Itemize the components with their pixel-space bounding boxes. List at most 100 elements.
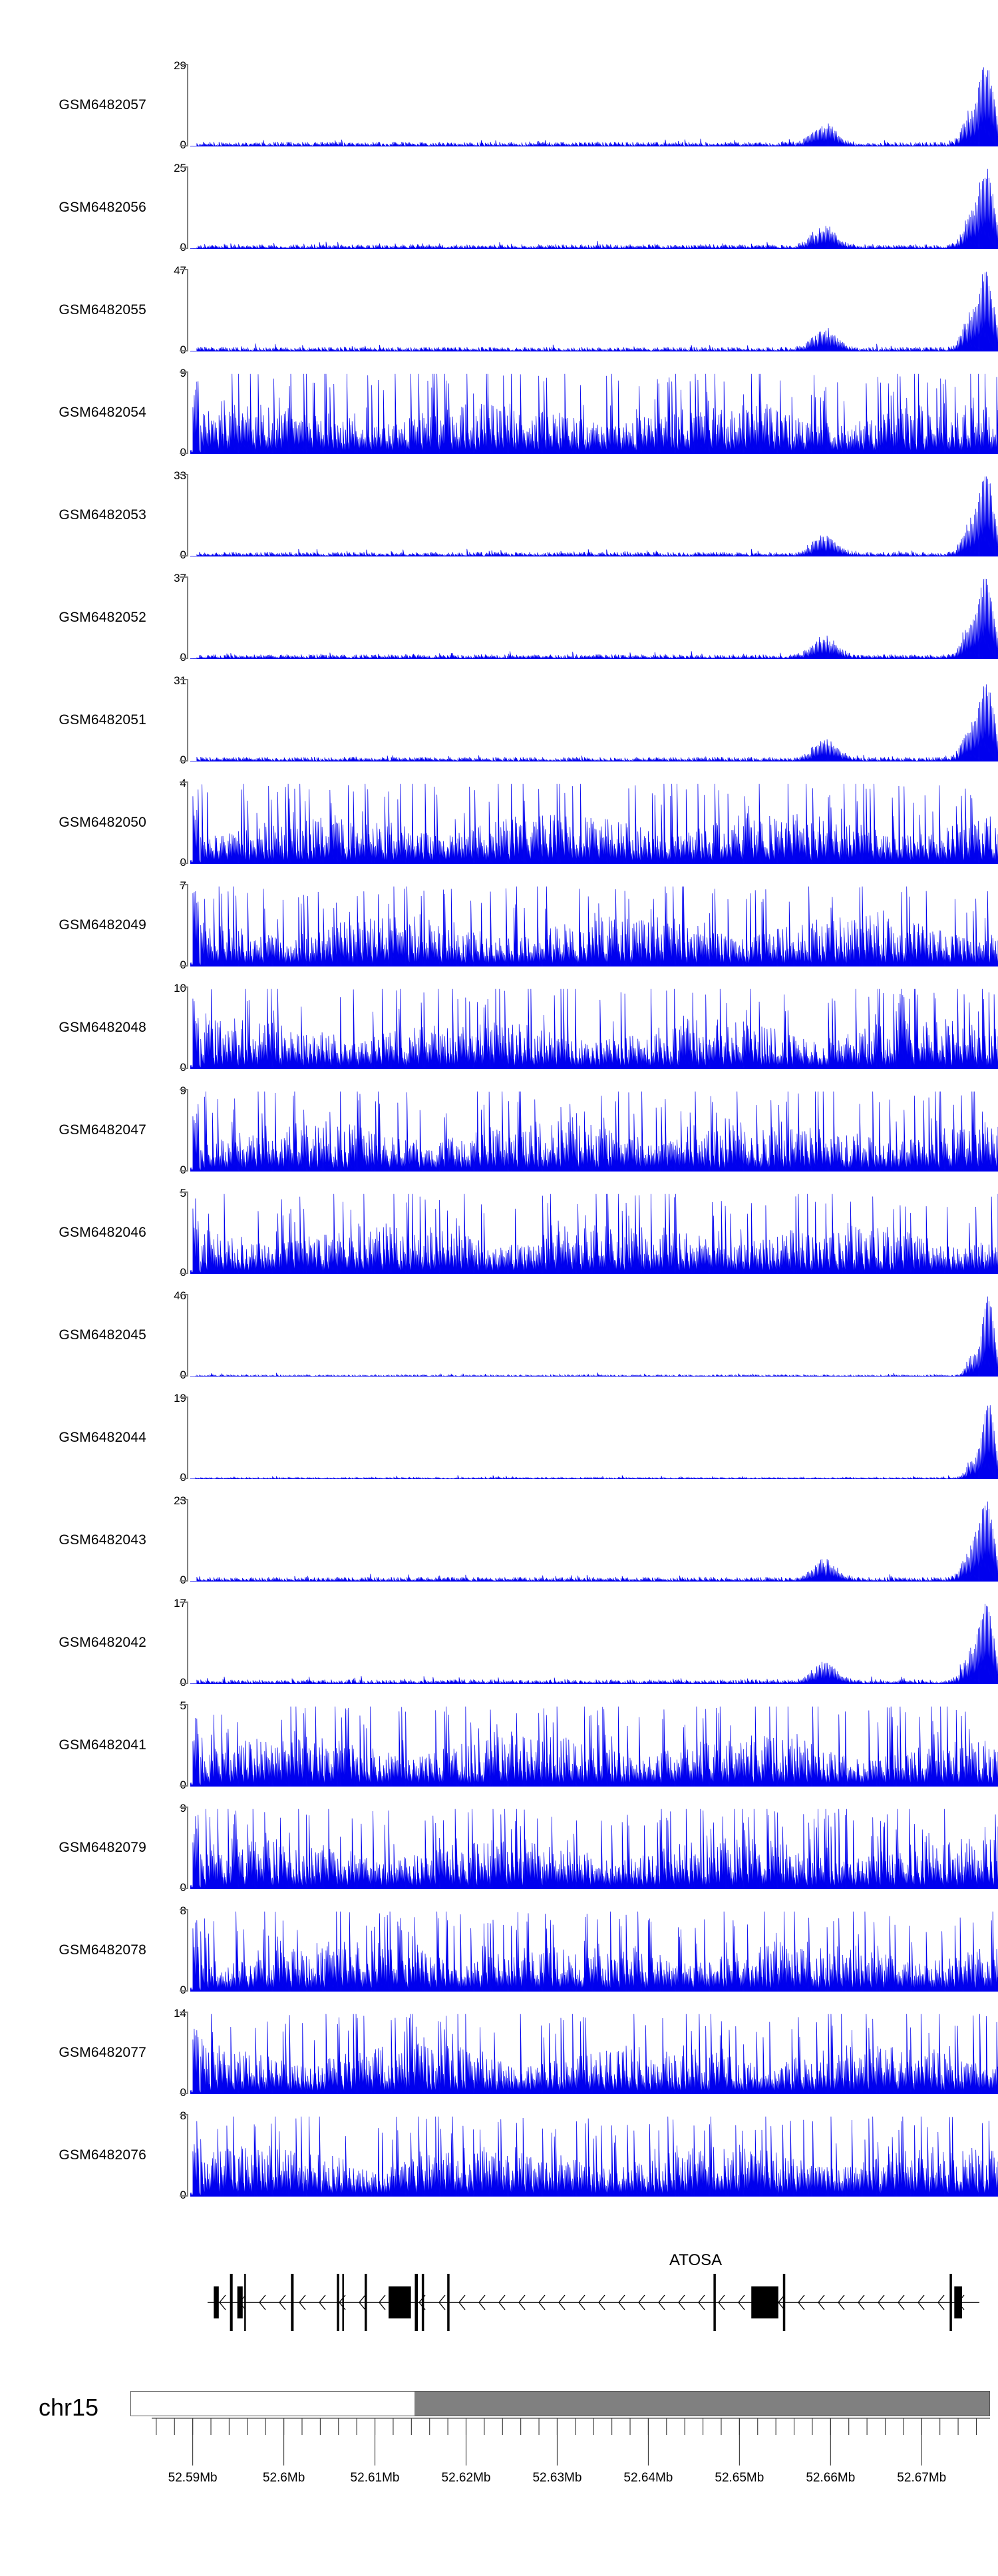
track-label: GSM6482079 [59, 1840, 146, 1855]
y-axis-min-label: 0 [180, 857, 186, 868]
coverage-plot-area[interactable] [190, 986, 998, 1069]
coverage-plot-area[interactable] [190, 1909, 998, 1992]
coverage-plot-area[interactable] [190, 2114, 998, 2197]
y-axis-rule [180, 474, 190, 556]
y-axis-max-label: 5 [180, 1699, 186, 1712]
y-axis-rule [180, 1396, 190, 1479]
y-axis-rule [180, 269, 190, 351]
coverage-track-gsm6482056[interactable]: GSM6482056 25 0 [0, 162, 998, 253]
coverage-plot-area[interactable] [190, 1294, 998, 1377]
genomic-axis: 52.59Mb 52.6Mb 52.61Mb 52.62Mb 52.63Mb 52.64M… [0, 2418, 998, 2511]
y-axis-min-label: 0 [180, 652, 186, 663]
track-y-axis: 46 0 [152, 1290, 190, 1381]
coverage-track-gsm6482076[interactable]: GSM648207680 [0, 2110, 998, 2201]
coverage-plot-area[interactable] [190, 64, 998, 146]
coverage-track-gsm6482053[interactable]: GSM6482053 33 0 [0, 470, 998, 560]
coverage-track-gsm6482046[interactable]: GSM648204650 [0, 1187, 998, 1278]
track-label: GSM6482041 [59, 1737, 146, 1753]
coverage-track-gsm6482079[interactable]: GSM648207990 [0, 1803, 998, 1893]
coverage-plot-area[interactable] [190, 1396, 998, 1479]
coverage-track-gsm6482048[interactable]: GSM6482048 10 0 [0, 982, 998, 1073]
coverage-track-gsm6482044[interactable]: GSM6482044 19 0 [0, 1392, 998, 1483]
y-axis-min-label: 0 [180, 344, 186, 355]
track-label: GSM6482057 [59, 97, 146, 112]
y-axis-rule [180, 371, 190, 454]
gene-annotation-track[interactable]: ATOSA [0, 2251, 998, 2336]
coverage-track-gsm6482052[interactable]: GSM6482052 37 0 [0, 572, 998, 663]
y-axis-min-label: 0 [180, 242, 186, 253]
y-axis-min-label: 0 [180, 1984, 186, 1996]
track-y-axis: 90 [152, 367, 190, 458]
axis-tick-label: 52.6Mb [262, 2471, 305, 2485]
y-axis-rule [180, 1704, 190, 1787]
track-label: GSM6482043 [59, 1532, 146, 1548]
coverage-plot-area[interactable] [190, 1089, 998, 1172]
coverage-plot-area[interactable] [190, 474, 998, 556]
track-y-axis: 29 0 [152, 60, 190, 150]
track-label: GSM6482045 [59, 1327, 146, 1343]
coverage-track-gsm6482049[interactable]: GSM648204970 [0, 880, 998, 970]
coverage-plot-area[interactable] [190, 371, 998, 454]
y-axis-min-label: 0 [180, 1574, 186, 1586]
y-axis-max-label: 17 [174, 1597, 186, 1610]
coverage-track-gsm6482077[interactable]: GSM6482077 14 0 [0, 2008, 998, 2098]
track-y-axis: 19 0 [152, 1392, 190, 1483]
axis-tick-label: 52.64Mb [623, 2471, 673, 2485]
ideogram-band[interactable] [130, 2391, 990, 2416]
coverage-track-gsm6482041[interactable]: GSM648204150 [0, 1700, 998, 1791]
y-axis-min-label: 0 [180, 1267, 186, 1278]
track-label: GSM6482054 [59, 405, 146, 420]
y-axis-rule [180, 576, 190, 659]
y-axis-max-label: 47 [174, 264, 186, 277]
y-axis-min-label: 0 [180, 1677, 186, 1688]
axis-tick-label: 52.63Mb [532, 2471, 582, 2485]
coverage-track-gsm6482057[interactable]: GSM6482057 29 0 [0, 60, 998, 150]
y-axis-max-label: 19 [174, 1392, 186, 1404]
chromosome-label: chr15 [39, 2394, 99, 2421]
coverage-track-gsm6482043[interactable]: GSM6482043 23 0 [0, 1495, 998, 1586]
coverage-track-gsm6482078[interactable]: GSM648207880 [0, 1905, 998, 1996]
coverage-track-gsm6482047[interactable]: GSM648204790 [0, 1085, 998, 1176]
coverage-plot-area[interactable] [190, 679, 998, 761]
y-axis-max-label: 8 [180, 1904, 186, 1917]
coverage-plot-area[interactable] [190, 1191, 998, 1274]
y-axis-min-label: 0 [180, 549, 186, 560]
y-axis-rule [180, 679, 190, 761]
chromosome-ideogram-row: chr15 [0, 2391, 998, 2434]
coverage-plot-area[interactable] [190, 166, 998, 249]
track-y-axis: 47 0 [152, 265, 190, 355]
coverage-plot-area[interactable] [190, 269, 998, 351]
y-axis-max-label: 10 [174, 982, 186, 994]
coverage-plot-area[interactable] [190, 576, 998, 659]
coverage-plot-area[interactable] [190, 1704, 998, 1787]
track-y-axis: 80 [152, 2110, 190, 2201]
coverage-plot-area[interactable] [190, 2012, 998, 2094]
coverage-plot-area[interactable] [190, 884, 998, 966]
coverage-track-gsm6482051[interactable]: GSM6482051 31 0 [0, 675, 998, 765]
track-label: GSM6482051 [59, 712, 146, 728]
axis-tick-label: 52.65Mb [715, 2471, 764, 2485]
track-y-axis: 50 [152, 1187, 190, 1278]
coverage-track-gsm6482045[interactable]: GSM6482045 46 0 [0, 1290, 998, 1381]
y-axis-max-label: 37 [174, 572, 186, 584]
axis-tick-label: 52.59Mb [168, 2471, 218, 2485]
coverage-plot-area[interactable] [190, 1807, 998, 1889]
ideogram-white-band [131, 2392, 415, 2416]
y-axis-max-label: 9 [180, 367, 186, 379]
track-y-axis: 40 [152, 777, 190, 868]
coverage-plot-area[interactable] [190, 1499, 998, 1582]
coverage-track-gsm6482050[interactable]: GSM648205040 [0, 777, 998, 868]
y-axis-max-label: 33 [174, 469, 186, 482]
coverage-plot-area[interactable] [190, 781, 998, 864]
coverage-track-gsm6482055[interactable]: GSM6482055 47 0 [0, 265, 998, 355]
y-axis-rule [180, 1909, 190, 1992]
coverage-track-gsm6482054[interactable]: GSM6482054 90 [0, 367, 998, 458]
y-axis-min-label: 0 [180, 139, 186, 150]
coverage-plot-area[interactable] [190, 1602, 998, 1684]
track-y-axis: 25 0 [152, 162, 190, 253]
y-axis-max-label: 9 [180, 1084, 186, 1097]
y-axis-rule [180, 781, 190, 864]
track-label: GSM6482055 [59, 302, 146, 318]
ideogram-gray-band [414, 2392, 989, 2416]
coverage-track-gsm6482042[interactable]: GSM6482042 17 0 [0, 1598, 998, 1688]
